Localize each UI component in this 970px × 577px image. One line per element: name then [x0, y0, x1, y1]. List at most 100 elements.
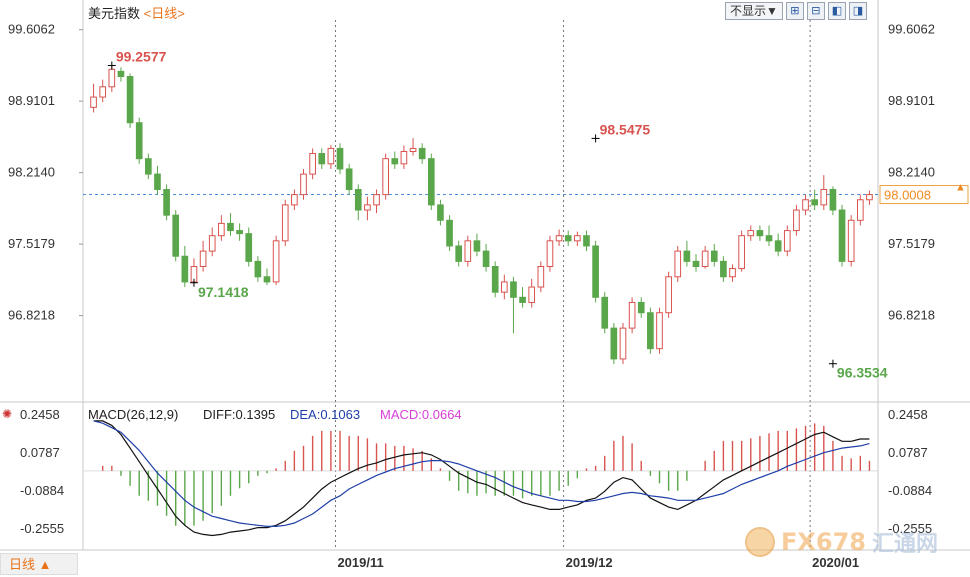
price-tick-right: 97.5179	[888, 236, 935, 251]
last-price-label: 98.0008	[884, 188, 931, 203]
watermark-cn: 汇通网	[872, 531, 939, 556]
chart-header: 美元指数 <日线>	[88, 3, 185, 22]
candle-up	[272, 240, 280, 283]
period-label[interactable]: <日线>	[143, 6, 185, 21]
candle-up	[464, 240, 472, 262]
price-tick-left: 96.8218	[8, 308, 55, 323]
candle-up	[208, 235, 216, 252]
candle-down	[181, 255, 189, 283]
candle-down	[227, 222, 234, 232]
zoom-out-icon[interactable]: ⊟	[806, 2, 825, 20]
candle-up	[738, 235, 745, 270]
candle-up	[701, 250, 709, 268]
price-tick-left: 97.5179	[8, 236, 55, 251]
candle-down	[154, 173, 161, 190]
candle-down	[811, 199, 818, 206]
macd-tick-right: -0.0884	[888, 483, 932, 498]
watermark-brand: FX678	[781, 528, 866, 556]
candle-down	[135, 122, 143, 160]
candle-up	[656, 312, 663, 350]
macd-tick-left: 0.0787	[20, 445, 60, 460]
candle-up	[382, 158, 389, 196]
candle-up	[628, 301, 636, 329]
dea-line	[93, 420, 870, 528]
candle-up	[665, 276, 672, 314]
candle-down	[437, 204, 444, 221]
time-tick-label: 2020/01	[812, 555, 859, 570]
candle-down	[838, 209, 846, 262]
candle-up	[327, 147, 335, 165]
candle-down	[510, 281, 517, 298]
last-price-marker: ▲	[955, 182, 966, 194]
candle-down	[564, 235, 572, 242]
extreme-label: 98.5475	[600, 121, 651, 137]
candle-up	[90, 96, 97, 108]
candle-down	[647, 312, 654, 350]
candle-down	[427, 158, 435, 206]
time-tick-label: 2019/11	[337, 555, 383, 570]
display-select[interactable]: 不显示▼	[725, 2, 783, 20]
price-tick-right: 96.8218	[888, 308, 935, 323]
macd-dea-value: DEA:0.1063	[290, 407, 360, 422]
extreme-label: 97.1418	[198, 284, 249, 300]
macd-lines	[93, 420, 870, 537]
price-tick-right: 99.6062	[888, 22, 935, 37]
candle-down	[263, 276, 271, 283]
macd-tick-right: -0.2555	[888, 521, 932, 536]
candle-down	[345, 168, 353, 190]
candle-down	[592, 245, 599, 298]
candle-up	[291, 194, 298, 206]
symbol-title: 美元指数	[88, 6, 141, 21]
candle-up	[500, 281, 508, 293]
align-right-icon[interactable]: ◨	[848, 2, 867, 20]
candle-down	[583, 235, 590, 247]
candle-up	[537, 266, 545, 288]
candle-up	[364, 204, 371, 211]
candle-up	[309, 153, 316, 175]
candle-down	[446, 219, 453, 247]
candle-down	[126, 76, 134, 124]
candle-up	[802, 199, 809, 211]
watermark: FX678 汇通网	[745, 526, 938, 558]
period-tab[interactable]: 日线 ▲	[0, 553, 78, 575]
candle-up	[856, 199, 864, 221]
chart-grid	[0, 0, 970, 551]
candle-down	[236, 230, 243, 235]
candle-down	[391, 158, 399, 165]
candle-up	[218, 222, 225, 237]
candle-down	[482, 250, 490, 268]
candle-down	[117, 70, 125, 78]
price-tick-right: 98.2140	[888, 165, 935, 180]
macd-axis: 0.2458 0.2458 0.0787 0.0787 -0.0884 -0.0884 -0…	[20, 407, 932, 536]
candle-down	[829, 188, 837, 211]
candle-up	[281, 204, 289, 242]
candle-down	[774, 240, 782, 252]
macd-params: MACD(26,12,9)	[88, 407, 178, 422]
macd-macd-value: MACD:0.0664	[380, 407, 462, 422]
macd-tick-right: 0.2458	[888, 407, 928, 422]
align-left-icon[interactable]: ◧	[827, 2, 846, 20]
candle-up	[674, 250, 682, 278]
candle-down	[692, 260, 700, 268]
candle-down	[318, 153, 326, 165]
candle-up	[793, 209, 800, 232]
candle-up	[619, 327, 627, 360]
candle-up	[400, 150, 408, 165]
candle-up	[783, 230, 791, 252]
candle-up	[199, 250, 207, 268]
candle-down	[163, 188, 170, 216]
candle-down	[336, 147, 344, 170]
candle-down	[765, 235, 773, 242]
candle-up	[574, 235, 581, 242]
candle-up	[555, 235, 563, 242]
candle-down	[418, 147, 426, 160]
price-tick-left: 98.2140	[8, 165, 55, 180]
candle-down	[610, 327, 618, 360]
zoom-in-icon[interactable]: ⊞	[785, 2, 804, 20]
candle-down	[683, 250, 691, 262]
candle-up	[373, 194, 380, 206]
candle-up	[847, 219, 855, 262]
